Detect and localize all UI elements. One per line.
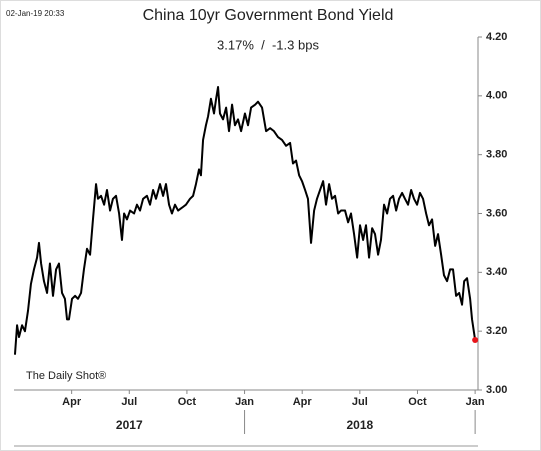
x-tick-label: Jan [235,396,254,408]
y-tick-label: 4.20 [486,31,507,43]
y-tick-label: 3.60 [486,207,507,219]
x-tick-label: Jul [352,396,368,408]
y-tick-label: 3.20 [486,325,507,337]
x-tick-label: Apr [62,396,82,408]
year-label: 2017 [116,418,143,432]
x-tick-label: Oct [178,396,197,408]
x-tick-label: Oct [408,396,427,408]
x-tick-label: Apr [293,396,313,408]
subtitle: 3.17% / -1.3 bps [217,37,319,52]
source: The Daily Shot® [26,370,106,382]
year-label: 2018 [346,418,373,432]
y-tick-label: 3.00 [486,384,507,396]
end-marker [472,336,479,343]
x-tick-label: Jan [466,396,485,408]
y-tick-label: 4.00 [486,90,507,102]
y-tick-label: 3.80 [486,149,507,161]
line [13,86,477,355]
x-tick-label: Jul [121,396,137,408]
y-tick-label: 3.40 [486,266,507,278]
chart-title: China 10yr Government Bond Yield [143,7,394,24]
timestamp: 02-Jan-19 20:33 [6,9,65,18]
